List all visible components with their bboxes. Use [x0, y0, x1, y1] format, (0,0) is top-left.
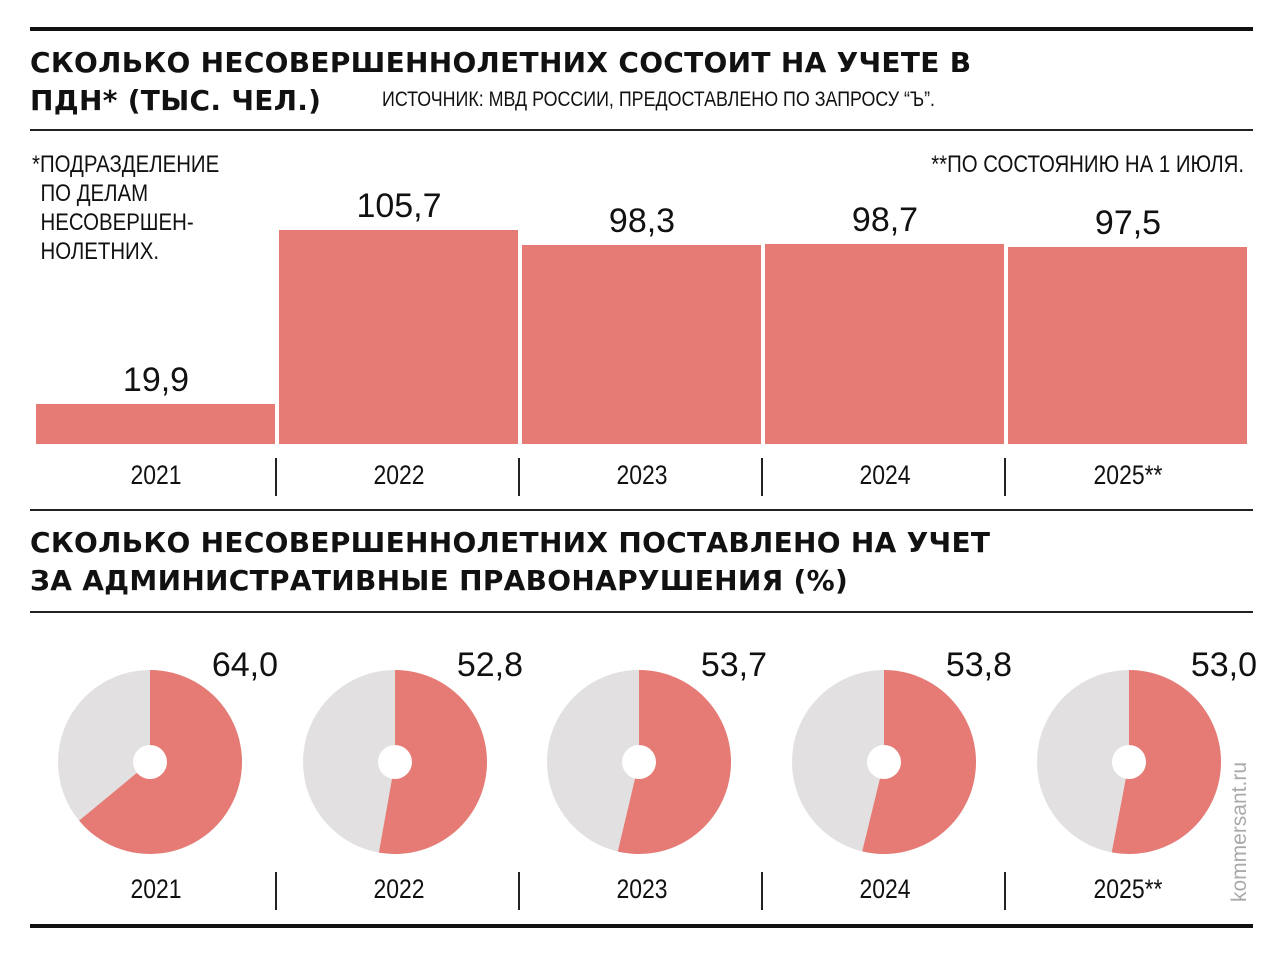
- bar-value-label: 19,9: [122, 360, 190, 399]
- footnote: **ПО СОСТОЯНИЮ НА 1 ИЮЛЯ.: [931, 151, 1244, 178]
- pie-year-label: 2021: [130, 874, 182, 904]
- title-line: СКОЛЬКО НЕСОВЕРШЕННОЛЕТНИХ СОСТОИТ НА УЧ…: [30, 46, 972, 117]
- source: ИСТОЧНИК: МВД РОССИИ, ПРЕДОСТАВЛЕНО ПО З…: [382, 88, 1033, 112]
- pie-year-label: 2025**: [1093, 874, 1163, 904]
- bar-value-label: 97,5: [1094, 203, 1162, 242]
- divider: [30, 129, 1253, 131]
- pie-value-label: 52,8: [456, 646, 523, 684]
- separator: [761, 872, 763, 910]
- separator: [518, 458, 520, 496]
- pie: [1037, 670, 1221, 854]
- note-line: *ПОДРАЗДЕЛЕНИЕ: [32, 151, 220, 178]
- bar-year-label: 2024: [859, 460, 911, 490]
- watermark: kommersant.ru: [1228, 761, 1251, 903]
- pie-slice: [1111, 670, 1221, 854]
- top-rule: [30, 27, 1253, 31]
- pie-chart-title: СКОЛЬКО НЕСОВЕРШЕННОЛЕТНИХ ПОСТАВЛЕНО НА…: [30, 524, 990, 600]
- pie-value-label: 53,8: [945, 646, 1012, 684]
- pie-hole: [867, 745, 901, 779]
- pie-hole: [378, 745, 412, 779]
- pie-year-label: 2023: [616, 874, 668, 904]
- pie: [547, 670, 731, 854]
- source-text: ИСТОЧНИК: МВД РОССИИ, ПРЕДОСТАВЛЕНО ПО З…: [382, 88, 936, 111]
- bar: [36, 403, 275, 444]
- bar-year-label: 2021: [130, 460, 182, 490]
- pie-hole: [622, 745, 656, 779]
- bar-value-label: 98,7: [851, 201, 919, 240]
- bar-value-label: 105,7: [356, 186, 442, 225]
- pie-slice: [862, 670, 976, 854]
- pie-year-label: 2024: [859, 874, 911, 904]
- separator: [1004, 458, 1006, 496]
- pie-slice: [617, 670, 731, 854]
- separator: [761, 458, 763, 496]
- pie-value-label: 53,0: [1190, 646, 1257, 684]
- pie-year-label: 2022: [373, 874, 425, 904]
- divider: [30, 509, 1253, 511]
- separator: [518, 872, 520, 910]
- pie-slice: [378, 670, 487, 854]
- pie-value-label: 64,0: [211, 646, 278, 684]
- pie: [58, 670, 242, 854]
- bar: [765, 244, 1004, 444]
- bar-chart-title: СКОЛЬКО НЕСОВЕРШЕННОЛЕТНИХ СОСТОИТ НА УЧ…: [30, 44, 980, 120]
- pie: [792, 670, 976, 854]
- pie-value-label: 53,7: [700, 646, 767, 684]
- bar-year-label: 2022: [373, 460, 425, 490]
- bar: [522, 244, 761, 444]
- note-line: ПО ДЕЛАМ: [40, 180, 149, 207]
- pie-hole: [1112, 745, 1146, 779]
- bottom-rule: [30, 924, 1253, 928]
- pie: [303, 670, 487, 854]
- bar: [1008, 246, 1247, 444]
- divider: [30, 611, 1253, 613]
- note-line: НЕСОВЕРШЕН-: [40, 209, 194, 236]
- note: *ПОДРАЗДЕЛЕНИЕ ПО ДЕЛАМ НЕСОВЕРШЕН- НОЛЕ…: [32, 150, 219, 266]
- pie-hole: [133, 745, 167, 779]
- separator: [1004, 872, 1006, 910]
- bar-year-label: 2023: [616, 460, 668, 490]
- bar-value-label: 98,3: [608, 201, 676, 240]
- bar-year-label: 2025**: [1093, 460, 1163, 490]
- note-line: НОЛЕТНИХ.: [40, 238, 159, 265]
- title-line: ЗА АДМИНИСТРАТИВНЫЕ ПРАВОНАРУШЕНИЯ (%): [30, 564, 849, 597]
- separator: [275, 458, 277, 496]
- bar: [279, 229, 518, 444]
- title-line: СКОЛЬКО НЕСОВЕРШЕННОЛЕТНИХ ПОСТАВЛЕНО НА…: [30, 526, 991, 559]
- separator: [275, 872, 277, 910]
